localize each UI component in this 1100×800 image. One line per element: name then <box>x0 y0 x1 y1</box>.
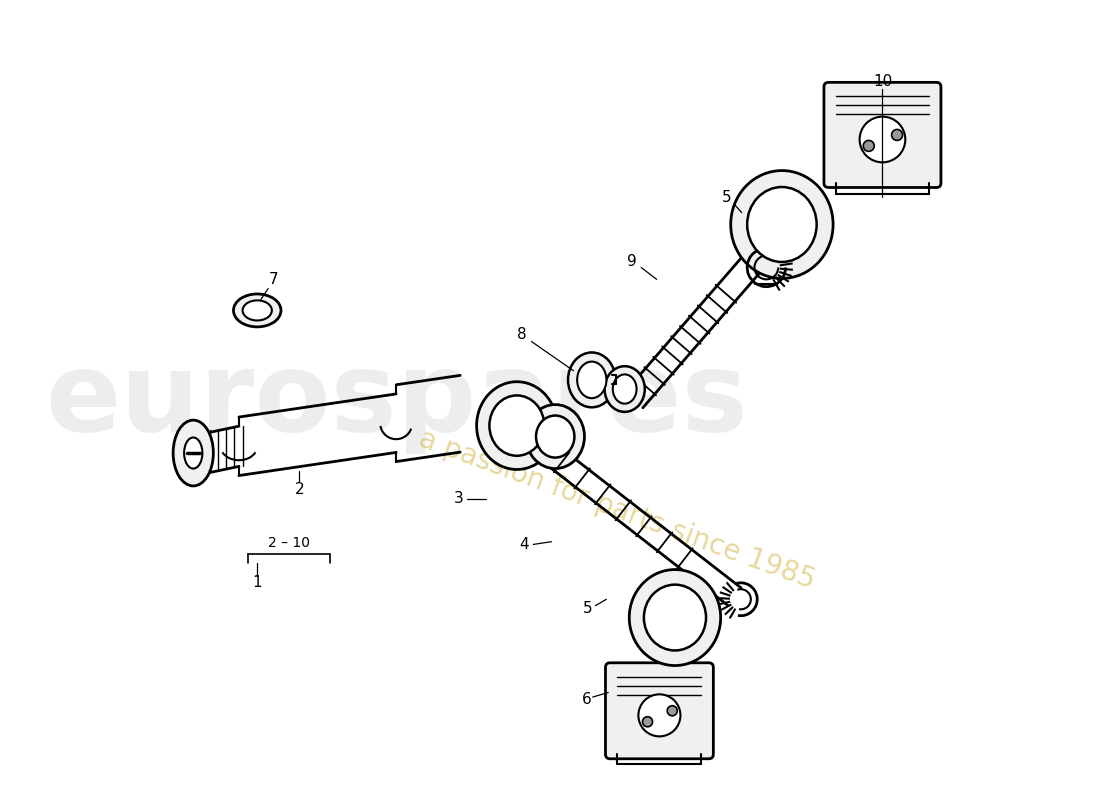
Text: 10: 10 <box>872 74 892 90</box>
Text: 9: 9 <box>627 254 637 269</box>
Ellipse shape <box>730 170 833 278</box>
Text: 2: 2 <box>295 482 304 497</box>
Text: 7: 7 <box>268 272 278 287</box>
Ellipse shape <box>536 415 574 458</box>
Text: eurospares: eurospares <box>45 346 748 454</box>
Ellipse shape <box>668 706 678 716</box>
Text: 3: 3 <box>453 491 463 506</box>
Text: 5: 5 <box>723 190 732 205</box>
Text: 6: 6 <box>582 692 591 707</box>
Ellipse shape <box>233 294 280 327</box>
Ellipse shape <box>613 374 637 404</box>
Text: 1: 1 <box>252 575 262 590</box>
Text: 5: 5 <box>583 601 593 616</box>
Ellipse shape <box>578 362 606 398</box>
FancyBboxPatch shape <box>824 82 940 187</box>
Ellipse shape <box>629 570 720 666</box>
Ellipse shape <box>490 395 544 456</box>
Ellipse shape <box>638 694 681 736</box>
FancyBboxPatch shape <box>605 662 713 758</box>
Text: 2 – 10: 2 – 10 <box>268 535 310 550</box>
Ellipse shape <box>644 585 706 650</box>
Ellipse shape <box>526 405 584 469</box>
Ellipse shape <box>605 366 645 412</box>
Ellipse shape <box>747 187 816 262</box>
Ellipse shape <box>892 130 903 141</box>
Ellipse shape <box>568 353 616 407</box>
Ellipse shape <box>184 438 202 469</box>
Text: 8: 8 <box>517 326 527 342</box>
Ellipse shape <box>243 300 272 321</box>
Text: a passion for parts since 1985: a passion for parts since 1985 <box>416 425 820 594</box>
Ellipse shape <box>476 382 557 470</box>
Ellipse shape <box>642 717 652 726</box>
Text: 4: 4 <box>519 537 529 552</box>
Ellipse shape <box>864 141 874 151</box>
Ellipse shape <box>173 420 213 486</box>
Ellipse shape <box>859 117 905 162</box>
